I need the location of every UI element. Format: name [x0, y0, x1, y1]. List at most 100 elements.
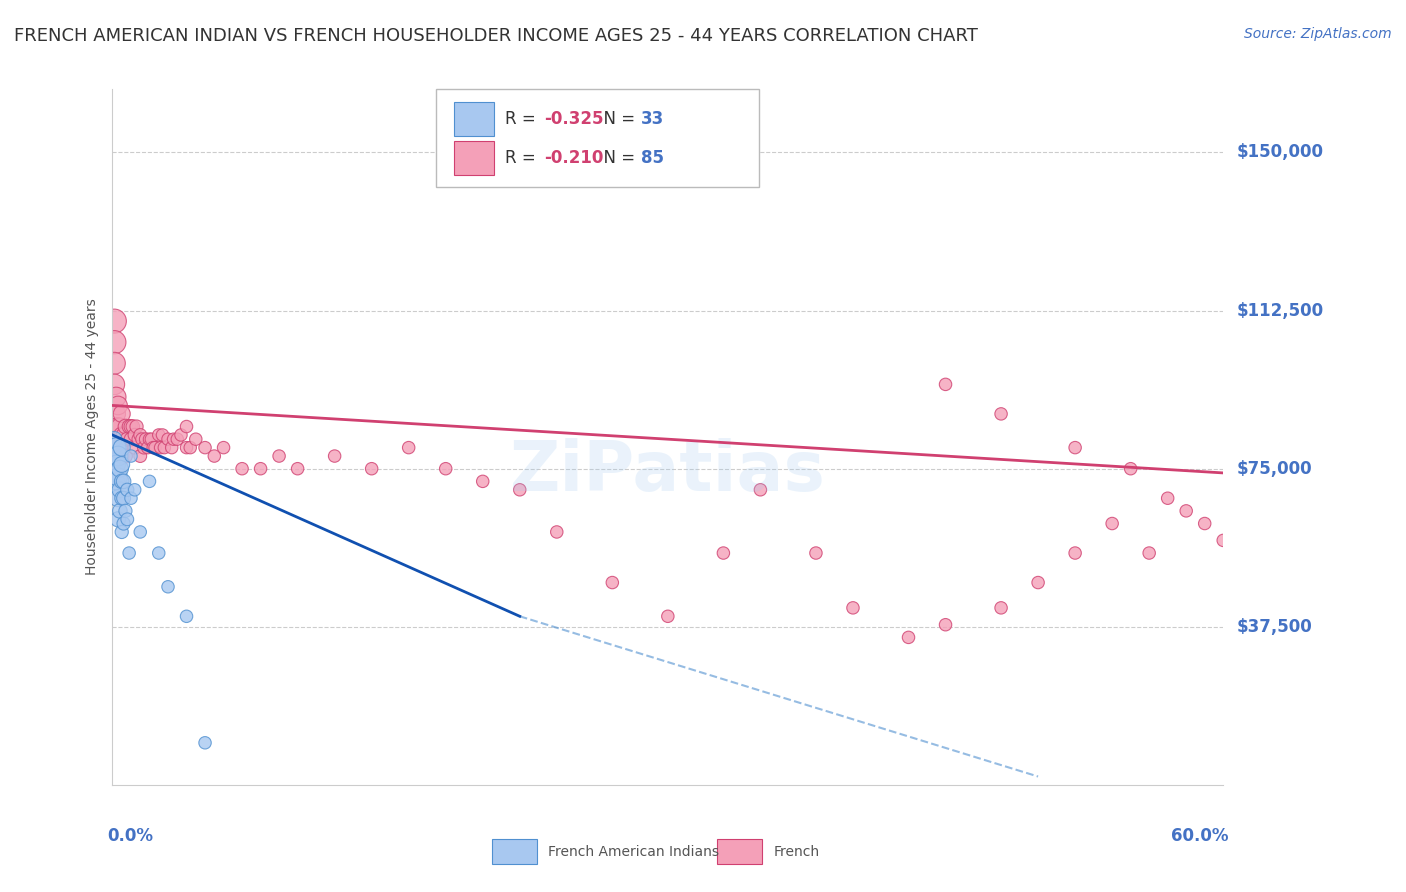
Point	[118, 419, 141, 434]
Point	[108, 504, 131, 518]
Point	[111, 449, 134, 463]
Point	[105, 419, 128, 434]
Text: $37,500: $37,500	[1237, 618, 1313, 636]
Point	[176, 419, 198, 434]
Point	[148, 428, 170, 442]
Text: $112,500: $112,500	[1237, 301, 1324, 319]
Point	[103, 335, 125, 350]
Point	[360, 461, 382, 475]
Point	[108, 441, 131, 455]
Point	[509, 483, 531, 497]
Point	[170, 428, 193, 442]
Point	[111, 475, 134, 489]
Text: FRENCH AMERICAN INDIAN VS FRENCH HOUSEHOLDER INCOME AGES 25 - 44 YEARS CORRELATI: FRENCH AMERICAN INDIAN VS FRENCH HOUSEHO…	[14, 27, 979, 45]
Point	[105, 441, 128, 455]
Point	[602, 575, 624, 590]
Point	[148, 546, 170, 560]
Point	[804, 546, 827, 560]
Point	[107, 449, 129, 463]
Point	[111, 458, 134, 472]
Point	[117, 432, 139, 446]
Point	[990, 407, 1012, 421]
Point	[1175, 504, 1198, 518]
Point	[105, 475, 128, 489]
Point	[157, 432, 180, 446]
Point	[111, 491, 134, 506]
Point	[176, 441, 198, 455]
Point	[107, 399, 129, 413]
Point	[124, 428, 146, 442]
Point	[120, 432, 142, 446]
Point	[112, 491, 135, 506]
Point	[157, 580, 180, 594]
Point	[1119, 461, 1142, 475]
Point	[103, 432, 125, 446]
Point	[323, 449, 346, 463]
Point	[1156, 491, 1178, 506]
Point	[131, 432, 153, 446]
Point	[107, 512, 129, 526]
Text: 85: 85	[641, 149, 664, 167]
Text: 60.0%: 60.0%	[1171, 827, 1229, 845]
Point	[194, 441, 217, 455]
Point	[231, 461, 253, 475]
Point	[107, 470, 129, 484]
Point	[471, 475, 494, 489]
Point	[111, 524, 134, 539]
Point	[135, 432, 157, 446]
Point	[111, 407, 134, 421]
Point	[184, 432, 207, 446]
Point	[143, 441, 166, 455]
Point	[212, 441, 235, 455]
Point	[149, 441, 172, 455]
Point	[105, 458, 128, 472]
Point	[107, 419, 129, 434]
Text: R =: R =	[505, 149, 541, 167]
Point	[1212, 533, 1234, 548]
Point	[103, 377, 125, 392]
Point	[990, 600, 1012, 615]
Point	[842, 600, 865, 615]
Point	[194, 736, 217, 750]
Text: 0.0%: 0.0%	[107, 827, 153, 845]
Point	[120, 491, 142, 506]
Point	[657, 609, 679, 624]
Point	[162, 432, 184, 446]
Point	[138, 432, 160, 446]
Point	[108, 419, 131, 434]
Text: N =: N =	[593, 110, 641, 128]
Point	[111, 441, 134, 455]
Point	[132, 441, 155, 455]
Point	[166, 432, 188, 446]
Point	[125, 419, 148, 434]
Point	[1064, 441, 1087, 455]
Text: French: French	[773, 845, 820, 859]
Point	[1194, 516, 1216, 531]
Point	[112, 516, 135, 531]
Point	[160, 441, 183, 455]
Point	[935, 377, 957, 392]
Text: $75,000: $75,000	[1237, 459, 1313, 478]
Point	[1101, 516, 1123, 531]
Point	[103, 453, 125, 467]
Point	[129, 428, 152, 442]
Point	[105, 390, 128, 404]
Point	[111, 428, 134, 442]
Point	[1064, 546, 1087, 560]
Point	[176, 609, 198, 624]
Text: French American Indians: French American Indians	[548, 845, 720, 859]
Text: -0.325: -0.325	[544, 110, 603, 128]
Text: $150,000: $150,000	[1237, 144, 1324, 161]
Point	[108, 483, 131, 497]
Point	[749, 483, 772, 497]
Point	[117, 512, 139, 526]
Point	[129, 524, 152, 539]
Point	[546, 524, 568, 539]
Point	[114, 504, 136, 518]
Point	[398, 441, 420, 455]
Text: 33: 33	[641, 110, 665, 128]
Point	[120, 419, 142, 434]
Point	[136, 441, 159, 455]
Point	[103, 314, 125, 328]
Point	[108, 461, 131, 475]
